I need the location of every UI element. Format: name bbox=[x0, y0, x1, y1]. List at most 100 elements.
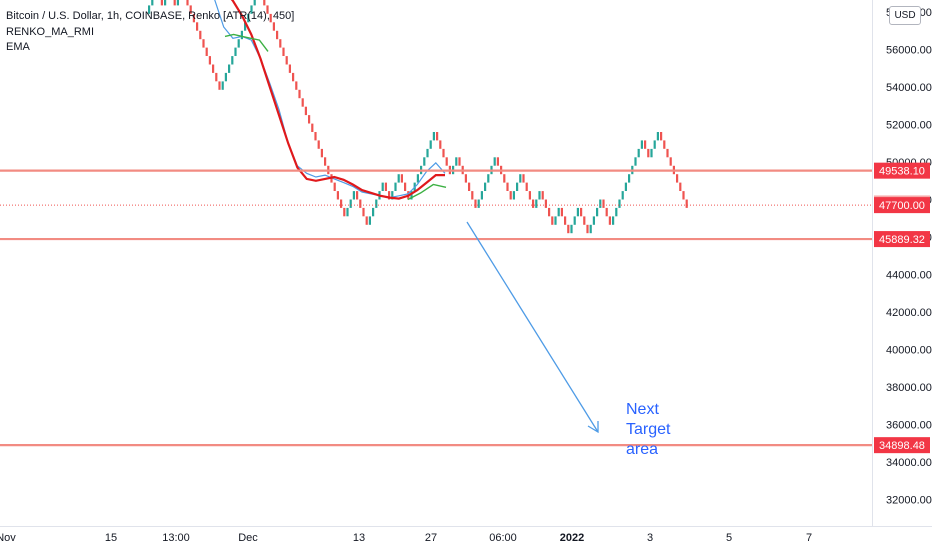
down-brick bbox=[288, 64, 291, 73]
down-brick bbox=[685, 199, 688, 208]
down-brick bbox=[682, 191, 685, 200]
time-tick-label: 13 bbox=[353, 532, 365, 544]
down-brick bbox=[218, 81, 221, 90]
up-brick bbox=[592, 216, 595, 225]
up-brick bbox=[570, 224, 573, 234]
level-price-label-bg bbox=[874, 231, 930, 248]
down-brick bbox=[276, 30, 279, 40]
last-price-label-bg bbox=[874, 197, 930, 214]
down-brick bbox=[551, 216, 554, 225]
down-brick bbox=[202, 39, 205, 48]
green-ma-line bbox=[407, 183, 447, 201]
indicator-ema-label[interactable]: EMA bbox=[6, 41, 30, 53]
down-brick bbox=[436, 132, 439, 141]
up-brick bbox=[519, 174, 522, 183]
up-brick bbox=[151, 0, 154, 6]
up-brick bbox=[426, 148, 429, 158]
level-price-label-bg bbox=[874, 437, 930, 454]
up-brick bbox=[250, 5, 253, 14]
time-axis[interactable]: Nov 15 13:00 Dec 13 27 06:00 2022 3 5 7 bbox=[0, 526, 932, 545]
up-brick bbox=[493, 157, 496, 166]
last-price-label: 47700.00 bbox=[879, 200, 925, 212]
time-tick-label: 7 bbox=[806, 532, 812, 544]
down-brick bbox=[388, 191, 391, 200]
up-brick bbox=[624, 182, 627, 191]
down-brick bbox=[282, 47, 285, 56]
up-brick bbox=[634, 157, 637, 166]
up-brick bbox=[234, 47, 237, 56]
time-tick-label: 3 bbox=[647, 532, 653, 544]
down-brick bbox=[567, 224, 570, 234]
green-ma-line bbox=[224, 33, 269, 52]
down-brick bbox=[205, 47, 208, 56]
up-brick bbox=[244, 22, 247, 31]
down-brick bbox=[317, 140, 320, 149]
price-tick-label: 36000.00 bbox=[886, 420, 932, 432]
down-brick bbox=[458, 157, 461, 166]
down-brick bbox=[186, 0, 189, 6]
up-brick bbox=[368, 216, 371, 225]
up-brick bbox=[231, 56, 234, 65]
down-brick bbox=[644, 140, 647, 149]
up-brick bbox=[535, 199, 538, 208]
up-brick bbox=[253, 0, 256, 6]
down-brick bbox=[647, 148, 650, 158]
up-brick bbox=[416, 174, 419, 183]
down-brick bbox=[192, 13, 195, 23]
up-brick bbox=[224, 72, 227, 82]
down-brick bbox=[359, 199, 362, 208]
indicator-renko-ma-rmi-label[interactable]: RENKO_MA_RMI bbox=[6, 26, 95, 38]
down-brick bbox=[506, 182, 509, 191]
down-brick bbox=[301, 98, 304, 107]
down-brick bbox=[340, 199, 343, 208]
time-tick-label: 13:00 bbox=[162, 532, 190, 544]
up-brick bbox=[656, 132, 659, 141]
up-brick bbox=[391, 191, 394, 200]
up-brick bbox=[596, 207, 599, 217]
time-tick-label: 27 bbox=[425, 532, 437, 544]
level-price-label: 45889.32 bbox=[879, 234, 925, 246]
down-brick bbox=[464, 174, 467, 183]
down-brick bbox=[215, 72, 218, 82]
down-brick bbox=[285, 56, 288, 65]
down-brick bbox=[496, 157, 499, 166]
down-brick bbox=[560, 207, 563, 217]
price-tick-label: 54000.00 bbox=[886, 82, 932, 94]
up-brick bbox=[394, 182, 397, 191]
up-brick bbox=[480, 191, 483, 200]
up-brick bbox=[512, 191, 515, 200]
down-brick bbox=[269, 13, 272, 23]
down-brick bbox=[314, 132, 317, 141]
up-brick bbox=[538, 191, 541, 200]
next-target-area-annotation[interactable]: Next Target area bbox=[626, 401, 671, 458]
down-brick bbox=[548, 207, 551, 217]
down-brick bbox=[292, 72, 295, 82]
price-tick-label: 34000.00 bbox=[886, 457, 932, 469]
down-brick bbox=[442, 148, 445, 158]
time-tick-label: 15 bbox=[105, 532, 117, 544]
down-brick bbox=[602, 199, 605, 208]
time-tick-label: 06:00 bbox=[489, 532, 517, 544]
down-brick bbox=[308, 115, 311, 124]
level-price-label: 49538.10 bbox=[879, 166, 925, 178]
down-brick bbox=[605, 207, 608, 217]
up-brick bbox=[621, 191, 624, 200]
time-tick-label: 2022 bbox=[560, 532, 584, 544]
up-brick bbox=[650, 148, 653, 158]
up-brick bbox=[375, 199, 378, 208]
level-price-label-bg bbox=[874, 162, 930, 179]
currency-button[interactable]: USD bbox=[889, 6, 921, 25]
up-brick bbox=[628, 174, 631, 183]
down-brick bbox=[439, 140, 442, 149]
down-brick bbox=[532, 199, 535, 208]
down-brick bbox=[365, 216, 368, 225]
up-brick bbox=[516, 182, 519, 191]
down-brick bbox=[541, 191, 544, 200]
up-brick bbox=[148, 5, 151, 14]
up-brick bbox=[612, 216, 615, 225]
down-brick bbox=[400, 174, 403, 183]
price-tick-label: 42000.00 bbox=[886, 307, 932, 319]
up-brick bbox=[247, 13, 250, 23]
